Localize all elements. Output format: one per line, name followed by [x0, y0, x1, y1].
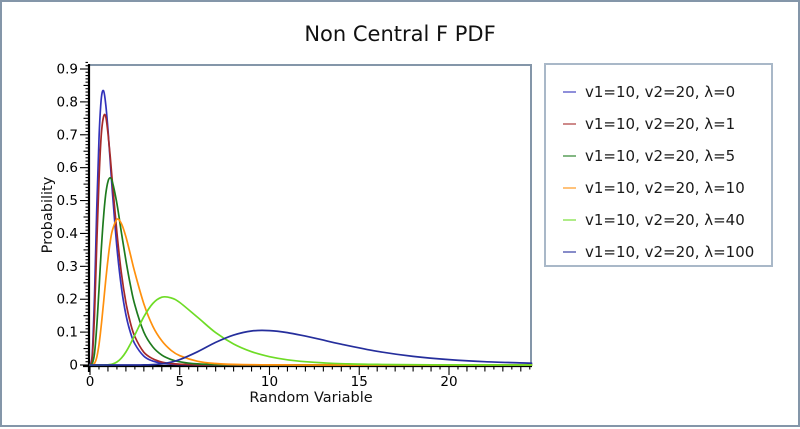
legend-label: v1=10, v2=20, λ=100	[585, 243, 755, 261]
legend-swatch	[563, 155, 576, 157]
legend-item: v1=10, v2=20, λ=0	[563, 76, 771, 108]
svg-text:0: 0	[86, 374, 95, 390]
svg-text:15: 15	[351, 374, 368, 390]
svg-text:0.3: 0.3	[57, 259, 78, 275]
svg-text:0.9: 0.9	[57, 62, 78, 78]
y-axis-label: Probability	[40, 176, 56, 254]
svg-text:0.2: 0.2	[57, 292, 78, 308]
x-tick-labels: 0 5 10 15 20	[86, 374, 458, 390]
y-axis	[80, 61, 91, 372]
y-tick-labels: 0 0.1 0.2 0.3 0.4 0.5 0.6 0.7 0.8 0.9	[57, 62, 78, 374]
plot-frame	[90, 64, 532, 365]
svg-text:0.7: 0.7	[57, 127, 78, 143]
legend-label: v1=10, v2=20, λ=5	[585, 147, 736, 165]
legend-item: v1=10, v2=20, λ=100	[563, 236, 771, 268]
legend-swatch	[563, 219, 576, 221]
series-curve-3	[89, 218, 533, 366]
curves	[89, 89, 533, 366]
series-curve-0	[89, 89, 533, 366]
legend-swatch	[563, 123, 576, 125]
svg-text:10: 10	[261, 374, 278, 390]
svg-text:0.6: 0.6	[57, 160, 78, 176]
svg-text:0.8: 0.8	[57, 94, 78, 110]
legend-item: v1=10, v2=20, λ=1	[563, 108, 771, 140]
svg-text:0: 0	[69, 358, 78, 374]
svg-text:0.1: 0.1	[57, 325, 78, 341]
svg-text:5: 5	[175, 374, 184, 390]
x-axis	[83, 364, 532, 375]
legend-swatch	[563, 91, 576, 93]
legend: v1=10, v2=20, λ=0 v1=10, v2=20, λ=1 v1=1…	[544, 63, 773, 267]
legend-swatch	[563, 251, 576, 253]
legend-item: v1=10, v2=20, λ=40	[563, 204, 771, 236]
legend-label: v1=10, v2=20, λ=40	[585, 211, 745, 229]
series-curve-1	[89, 113, 533, 366]
legend-label: v1=10, v2=20, λ=1	[585, 115, 736, 133]
legend-swatch	[563, 187, 576, 189]
svg-text:20: 20	[440, 374, 457, 390]
x-axis-label: Random Variable	[249, 390, 373, 406]
legend-label: v1=10, v2=20, λ=10	[585, 179, 745, 197]
svg-text:0.5: 0.5	[57, 193, 78, 209]
series-curve-5	[89, 329, 533, 366]
legend-item: v1=10, v2=20, λ=10	[563, 172, 771, 204]
legend-label: v1=10, v2=20, λ=0	[585, 83, 736, 101]
legend-item: v1=10, v2=20, λ=5	[563, 140, 771, 172]
page-title: Non Central F PDF	[304, 22, 496, 46]
svg-text:0.4: 0.4	[57, 226, 78, 242]
